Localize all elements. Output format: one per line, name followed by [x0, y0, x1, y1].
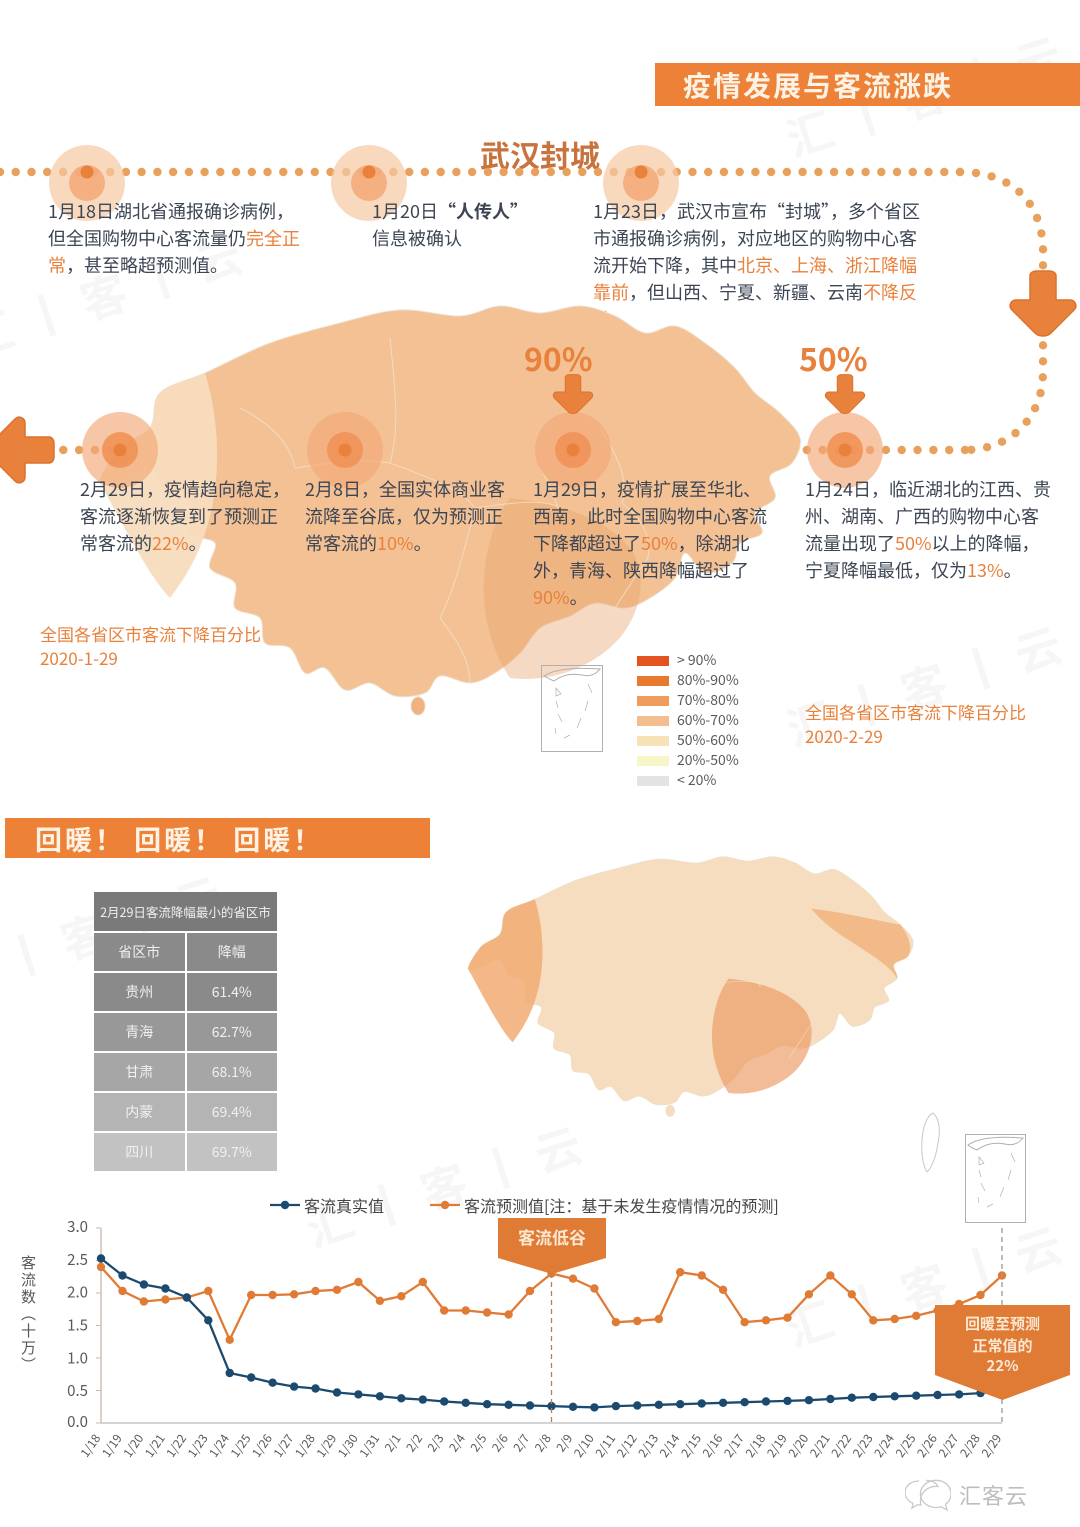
svg-text:1/20: 1/20 — [119, 1430, 147, 1460]
svg-text:2.5: 2.5 — [67, 1249, 88, 1270]
svg-text:1.0: 1.0 — [67, 1347, 88, 1368]
svg-text:2/6: 2/6 — [488, 1430, 512, 1455]
svg-text:1/22: 1/22 — [162, 1430, 190, 1460]
svg-text:2/8: 2/8 — [531, 1430, 555, 1455]
svg-text:2/12: 2/12 — [612, 1430, 640, 1460]
svg-text:1/28: 1/28 — [291, 1430, 319, 1460]
svg-text:2/20: 2/20 — [784, 1430, 812, 1460]
svg-text:回暖至预测: 回暖至预测 — [965, 1313, 1040, 1334]
svg-text:2/24: 2/24 — [870, 1430, 898, 1460]
svg-text:1/24: 1/24 — [205, 1430, 233, 1460]
svg-text:2/16: 2/16 — [698, 1430, 726, 1460]
svg-text:1.5: 1.5 — [67, 1315, 88, 1336]
svg-text:2/4: 2/4 — [445, 1430, 469, 1455]
svg-text:22%: 22% — [986, 1355, 1018, 1376]
svg-text:2/28: 2/28 — [956, 1430, 984, 1460]
svg-text:0.0: 0.0 — [67, 1411, 88, 1432]
svg-text:2/10: 2/10 — [570, 1430, 598, 1460]
svg-text:客流低谷: 客流低谷 — [518, 1224, 586, 1249]
svg-text:2/18: 2/18 — [741, 1430, 769, 1460]
svg-text:2/1: 2/1 — [380, 1431, 404, 1456]
svg-text:2/5: 2/5 — [466, 1430, 490, 1455]
svg-text:正常值的: 正常值的 — [972, 1335, 1032, 1356]
svg-text:1/30: 1/30 — [334, 1430, 362, 1460]
svg-text:2/2: 2/2 — [402, 1430, 426, 1455]
svg-text:1/26: 1/26 — [248, 1430, 276, 1460]
svg-text:1/18: 1/18 — [76, 1430, 104, 1460]
svg-text:2/7: 2/7 — [509, 1430, 533, 1455]
svg-text:2/22: 2/22 — [827, 1430, 855, 1460]
svg-text:2.0: 2.0 — [67, 1282, 88, 1303]
svg-text:2/3: 2/3 — [423, 1431, 447, 1456]
svg-text:2/26: 2/26 — [913, 1430, 941, 1460]
svg-text:3.0: 3.0 — [67, 1216, 88, 1237]
svg-text:2/29: 2/29 — [977, 1431, 1005, 1461]
svg-text:2/14: 2/14 — [655, 1430, 683, 1460]
svg-text:0.5: 0.5 — [67, 1380, 88, 1401]
